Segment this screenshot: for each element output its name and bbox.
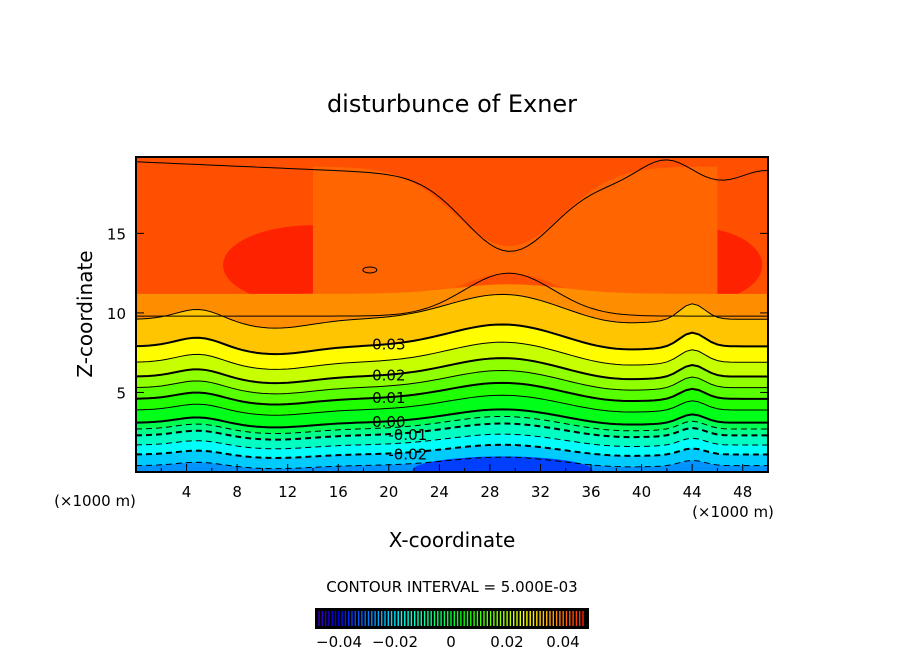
x-tick-label: 24	[430, 483, 449, 501]
contour-line	[136, 341, 768, 370]
colorbar: −0.04 −0.02 0 0.02 0.04	[315, 608, 589, 651]
contour-label: -0.01	[388, 426, 427, 444]
contour-line	[136, 433, 768, 450]
y-tick-label: 15	[107, 225, 126, 243]
contour-label: -0.02	[388, 445, 427, 463]
colorbar-tick-label: −0.02	[372, 633, 418, 651]
x-tick-label: 44	[683, 483, 702, 501]
contour-line	[136, 293, 768, 329]
chart-title: disturbunce of Exner	[327, 90, 577, 118]
contour-line	[136, 159, 768, 252]
contour-line	[136, 456, 768, 470]
contour-line	[136, 323, 768, 356]
contour-labels: 0.03 0.02 0.01 0.00-0.01-0.02	[372, 336, 427, 464]
contour-line	[136, 443, 768, 459]
x-tick-label: 4	[182, 483, 192, 501]
contour-label: 0.02	[372, 366, 405, 384]
contour-line	[136, 394, 768, 416]
contour-line	[136, 369, 768, 395]
x-unit-label-right: (×1000 m)	[692, 503, 774, 521]
x-axis-label: X-coordinate	[389, 528, 516, 552]
colorbar-tick-label: 0	[446, 633, 456, 651]
contour-line	[136, 272, 768, 317]
contour-label: 0.03	[372, 336, 405, 354]
x-tick-label: 40	[632, 483, 651, 501]
contour-line	[136, 357, 768, 385]
x-unit-label-left: (×1000 m)	[54, 492, 136, 510]
colorbar-tick-label: −0.04	[316, 633, 362, 651]
contour-label: 0.00	[372, 413, 405, 431]
x-tick-label: 16	[329, 483, 348, 501]
x-tick-label: 28	[480, 483, 499, 501]
y-tick-label: 10	[107, 305, 126, 323]
contour-label: 0.01	[372, 389, 405, 407]
contour-line	[136, 408, 768, 429]
x-tick-label: 48	[733, 483, 752, 501]
x-tick-label: 32	[531, 483, 550, 501]
contour-closed-loop	[362, 266, 378, 274]
colorbar-tick-label: 0.02	[490, 633, 523, 651]
x-tick-label: 12	[278, 483, 297, 501]
colorbar-tick-label: 0.04	[546, 633, 579, 651]
band-saddle	[312, 166, 718, 310]
y-axis-label: Z-coordinate	[73, 250, 97, 377]
y-tick-label: 5	[116, 384, 126, 402]
contour-band	[136, 444, 768, 472]
x-tick-label: 36	[581, 483, 600, 501]
x-tick-label: 8	[232, 483, 242, 501]
contour-interval-text: CONTOUR INTERVAL = 5.000E-03	[326, 578, 577, 596]
plot-frame	[135, 156, 769, 473]
contour-line	[136, 381, 768, 406]
plot-area	[136, 157, 768, 472]
x-tick-label: 20	[379, 483, 398, 501]
